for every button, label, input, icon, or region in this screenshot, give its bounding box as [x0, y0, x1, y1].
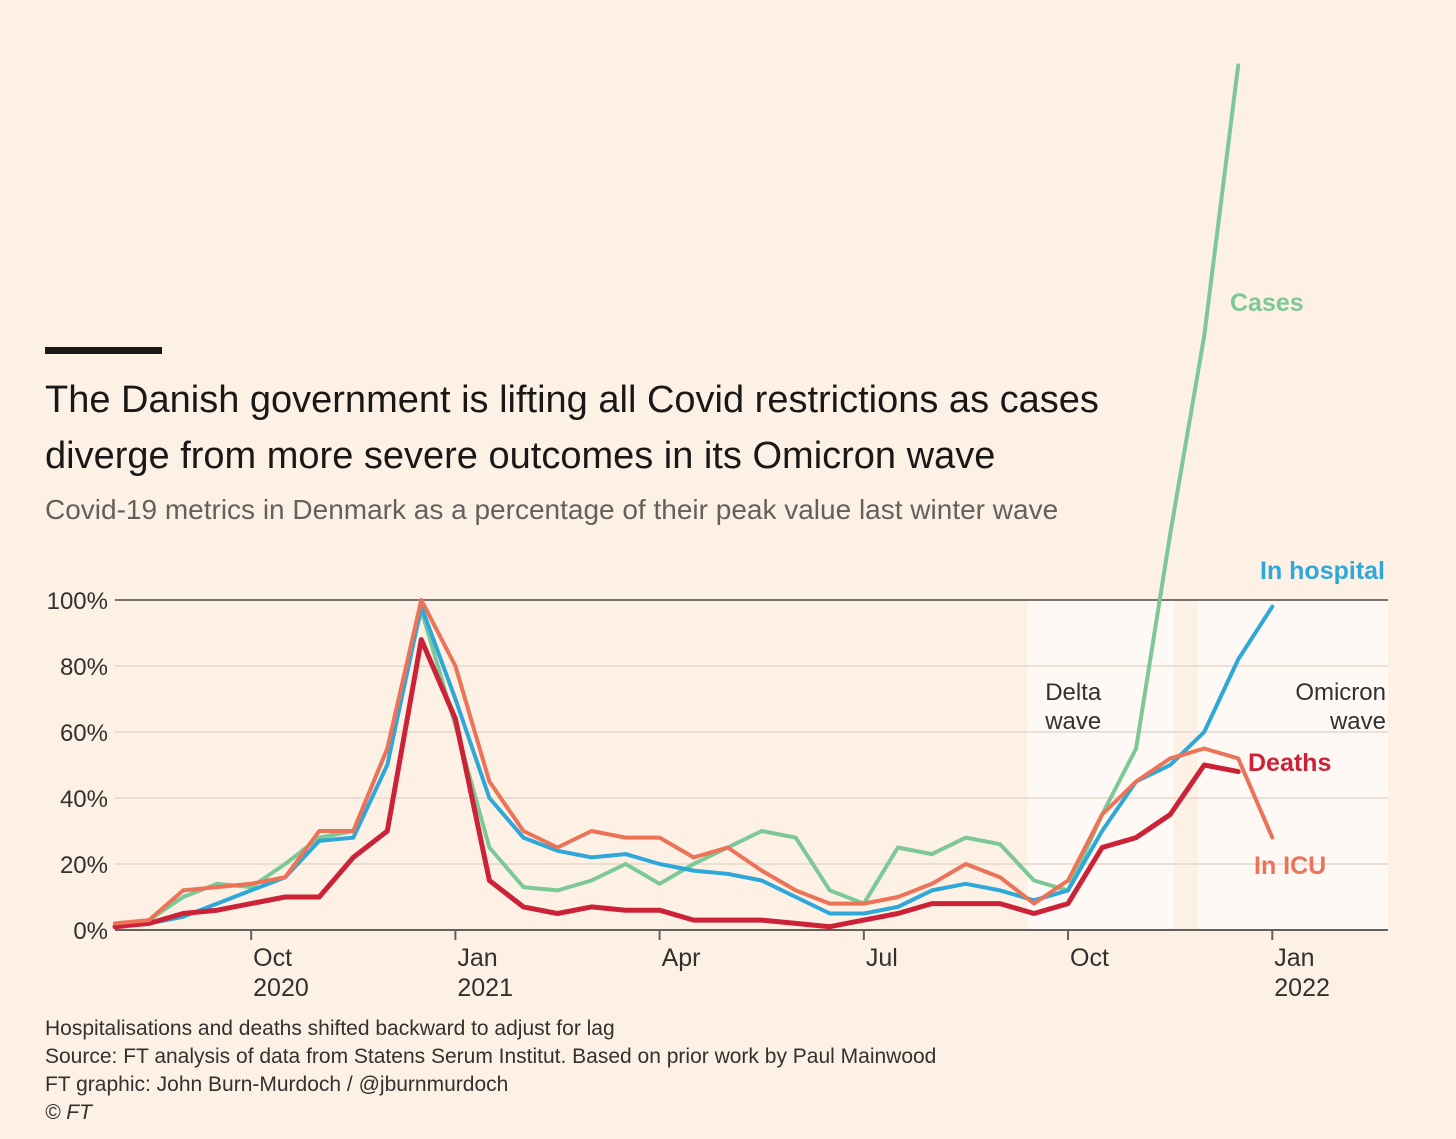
y-tick-label: 100%	[47, 588, 108, 615]
footnote: Hospitalisations and deaths shifted back…	[45, 1017, 615, 1040]
x-tick-label: Oct 2020	[253, 944, 309, 1002]
series-label: In hospital	[1260, 557, 1385, 585]
footnotes: Hospitalisations and deaths shifted back…	[45, 1015, 936, 1127]
series-label: Deaths	[1248, 749, 1331, 777]
x-tick-label: Jan 2022	[1274, 944, 1330, 1002]
wave-band	[1197, 600, 1388, 930]
footnote: Source: FT analysis of data from Statens…	[45, 1045, 937, 1068]
chart-title: The Danish government is lifting all Cov…	[45, 379, 1099, 477]
series-line	[112, 637, 1241, 930]
y-tick-label: 80%	[60, 654, 108, 681]
x-tick-label: Apr	[662, 944, 701, 972]
series-line	[113, 598, 1275, 926]
y-tick-label: 20%	[60, 852, 108, 879]
y-tick-label: 60%	[60, 720, 108, 747]
chart-subtitle: Covid-19 metrics in Denmark as a percent…	[45, 494, 1059, 525]
y-tick-label: 0%	[73, 918, 108, 945]
x-tick-label: Oct	[1070, 944, 1109, 972]
footnote: © FT	[45, 1101, 92, 1124]
footnote: FT graphic: John Burn-Murdoch / @jburnmu…	[45, 1073, 509, 1096]
x-tick-label: Jul	[866, 944, 898, 972]
title-rule	[45, 347, 162, 354]
wave-label: Delta wave	[1044, 679, 1102, 735]
series-label: Cases	[1230, 289, 1304, 317]
y-tick-label: 40%	[60, 786, 108, 813]
x-tick-label: Jan 2021	[457, 944, 513, 1002]
series-line	[113, 604, 1275, 929]
series-label: In ICU	[1254, 852, 1326, 880]
wave-label: Omicron wave	[1295, 679, 1386, 735]
